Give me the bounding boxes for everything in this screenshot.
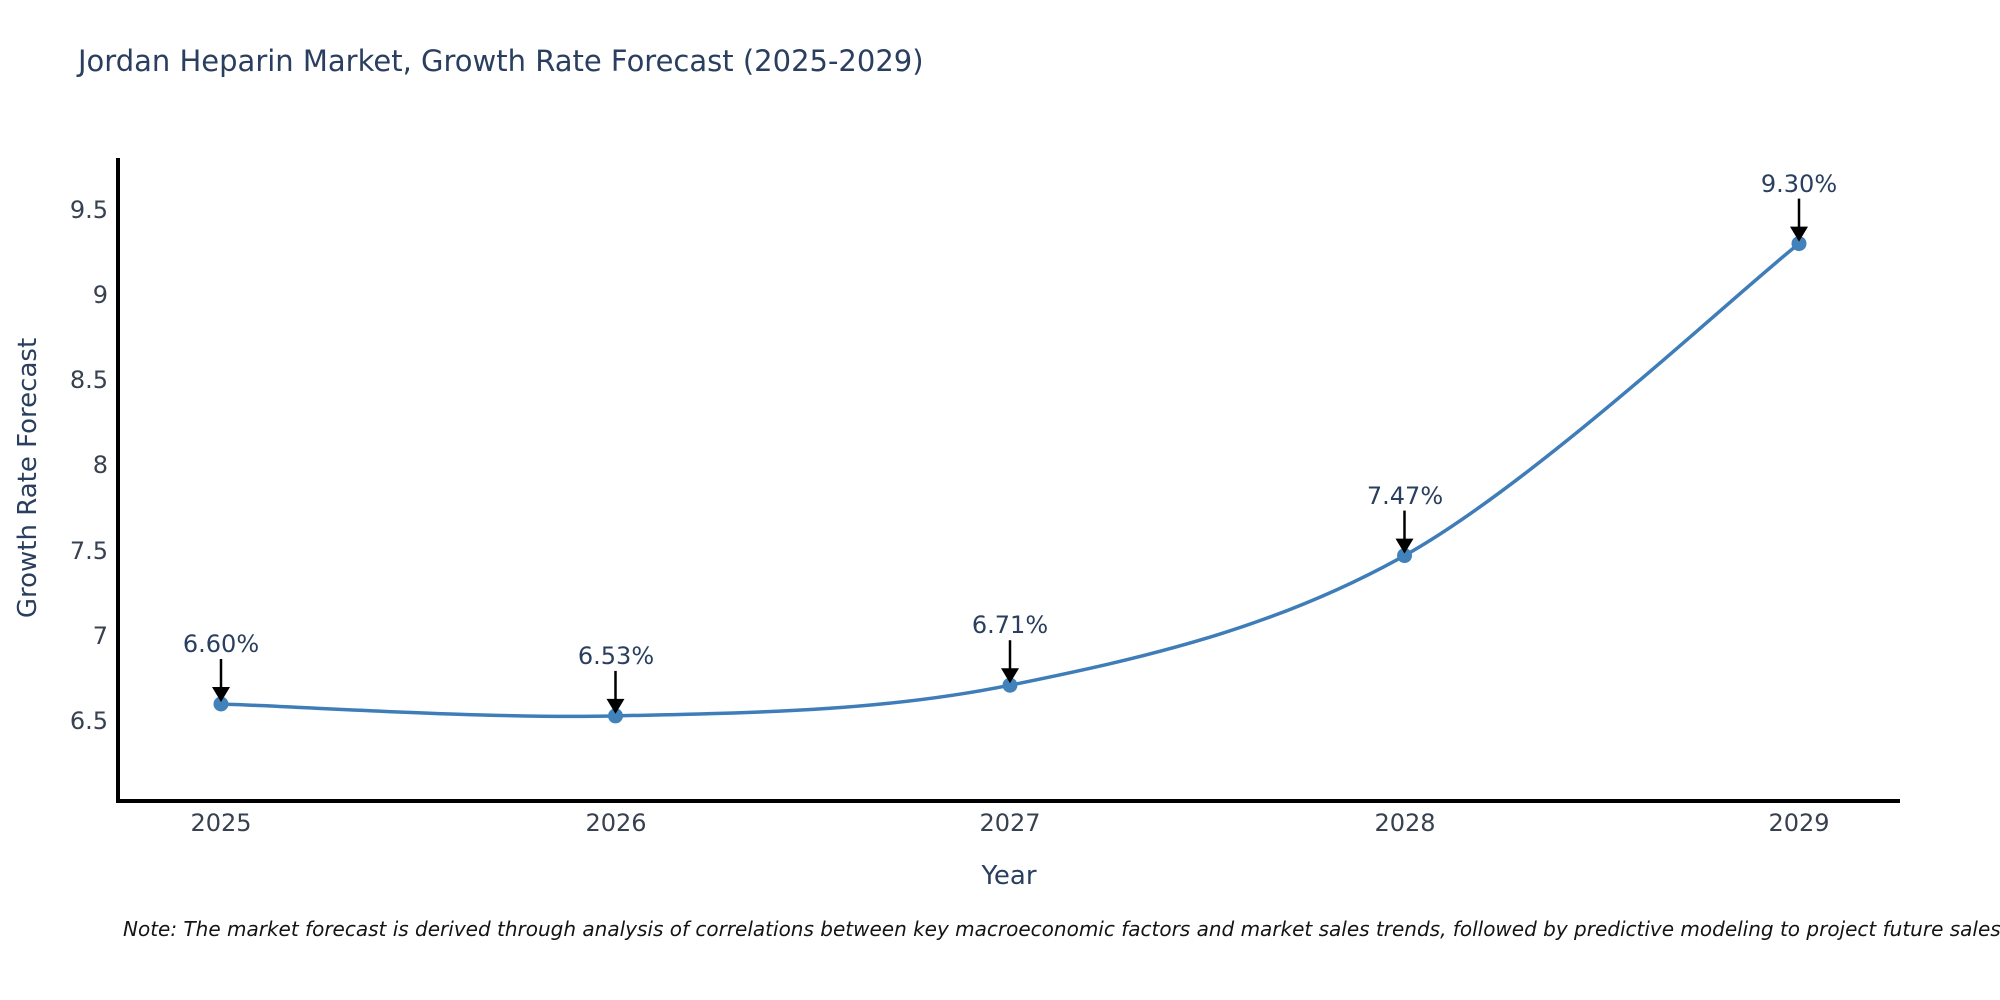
y-tick-label: 7 bbox=[92, 622, 108, 650]
data-point-2025 bbox=[213, 696, 229, 712]
point-value-label: 6.60% bbox=[182, 630, 260, 658]
y-tick-label: 6.5 bbox=[69, 707, 108, 735]
y-axis-title: Growth Rate Forecast bbox=[13, 337, 43, 619]
annotation-arrowhead-2028 bbox=[1395, 538, 1414, 554]
data-point-2028 bbox=[1397, 548, 1412, 564]
data-point-2027 bbox=[1002, 677, 1018, 693]
point-value-label: 6.71% bbox=[971, 611, 1049, 639]
annotation-arrowhead-2025 bbox=[212, 687, 230, 702]
y-tick-label: 8.5 bbox=[69, 366, 108, 394]
chart-title: Jordan Heparin Market, Growth Rate Forec… bbox=[78, 44, 924, 78]
x-tick-label: 2026 bbox=[585, 809, 647, 837]
annotation-arrowhead-2029 bbox=[1790, 226, 1808, 242]
point-value-label: 6.53% bbox=[577, 642, 655, 670]
footnote: Note: The market forecast is derived thr… bbox=[123, 917, 2000, 941]
x-tick-label: 2027 bbox=[979, 809, 1041, 837]
annotation-arrowhead-2027 bbox=[1001, 668, 1019, 684]
point-value-label: 9.30% bbox=[1760, 170, 1838, 198]
y-tick-label: 7.5 bbox=[69, 537, 108, 565]
data-point-2026 bbox=[608, 708, 623, 724]
forecast-line bbox=[219, 241, 1801, 719]
x-axis-title: Year bbox=[981, 861, 1037, 891]
point-value-label: 7.47% bbox=[1366, 482, 1444, 510]
y-tick-label: 9.5 bbox=[69, 196, 108, 224]
y-tick-label: 8 bbox=[92, 451, 108, 479]
annotation-arrowhead-2026 bbox=[606, 698, 625, 714]
data-point-2029 bbox=[1791, 236, 1807, 252]
y-tick-label: 9 bbox=[92, 281, 108, 309]
x-tick-label: 2029 bbox=[1768, 809, 1830, 837]
x-tick-label: 2025 bbox=[190, 809, 252, 837]
x-tick-label: 2028 bbox=[1374, 809, 1436, 837]
